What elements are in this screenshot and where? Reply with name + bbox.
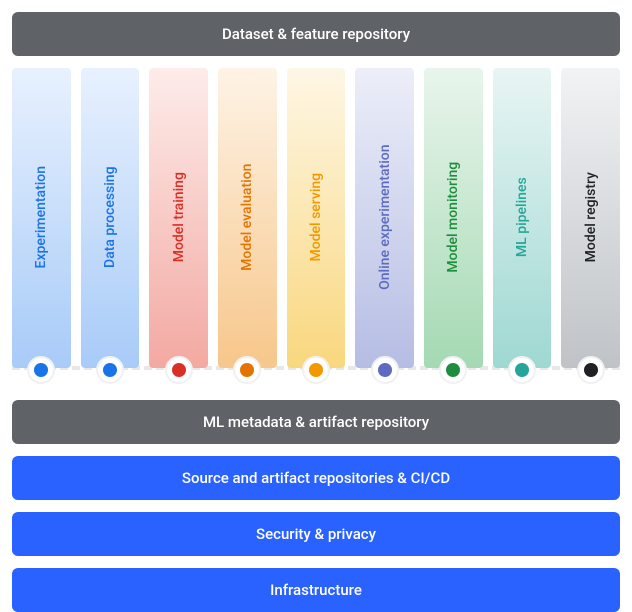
column-dot-wrap-4: [302, 356, 330, 384]
column-dot-wrap-1: [96, 356, 124, 384]
column-dot-4: [309, 363, 323, 377]
columns-section: Experimentation Data processing Model trai…: [12, 68, 620, 368]
column-dot-5: [378, 363, 392, 377]
column-5: Online experimentation: [355, 68, 414, 368]
mid-bar: ML metadata & artifact repository: [12, 400, 620, 444]
column-4: Model serving: [287, 68, 346, 368]
column-dot-wrap-6: [439, 356, 467, 384]
column-8: Model registry: [561, 68, 620, 368]
mid-bar-label: ML metadata & artifact repository: [203, 413, 429, 431]
bottom-bar-2: Infrastructure: [12, 568, 620, 612]
column-label-3: Model evaluation: [239, 164, 255, 271]
column-dot-wrap-2: [165, 356, 193, 384]
column-1: Data processing: [81, 68, 140, 368]
column-dot-wrap-0: [27, 356, 55, 384]
column-label-1: Data processing: [102, 166, 118, 267]
column-label-0: Experimentation: [33, 166, 49, 269]
bottom-bar-1-label: Security & privacy: [256, 525, 376, 543]
columns: Experimentation Data processing Model trai…: [12, 68, 620, 368]
column-label-8: Model registry: [583, 172, 599, 262]
top-bar-label: Dataset & feature repository: [222, 25, 410, 43]
column-label-6: Model monitoring: [445, 162, 461, 273]
column-dot-wrap-5: [371, 356, 399, 384]
column-dot-6: [446, 363, 460, 377]
column-dot-2: [172, 363, 186, 377]
column-label-7: ML pipelines: [514, 177, 530, 257]
bottom-bar-2-label: Infrastructure: [270, 581, 362, 599]
column-2: Model training: [149, 68, 208, 368]
bottom-bar-0-label: Source and artifact repositories & CI/CD: [182, 469, 450, 487]
column-7: ML pipelines: [493, 68, 552, 368]
bottom-bar-1: Security & privacy: [12, 512, 620, 556]
column-label-5: Online experimentation: [377, 144, 393, 289]
column-dot-wrap-7: [508, 356, 536, 384]
column-dot-3: [240, 363, 254, 377]
column-dot-wrap-3: [233, 356, 261, 384]
column-dot-wrap-8: [577, 356, 605, 384]
column-dot-8: [584, 363, 598, 377]
column-dot-0: [34, 363, 48, 377]
column-label-4: Model serving: [308, 173, 324, 262]
column-6: Model monitoring: [424, 68, 483, 368]
bottom-bar-0: Source and artifact repositories & CI/CD: [12, 456, 620, 500]
column-3: Model evaluation: [218, 68, 277, 368]
diagram-container: Dataset & feature repository Experimenta…: [12, 12, 620, 612]
top-bar: Dataset & feature repository: [12, 12, 620, 56]
column-dot-1: [103, 363, 117, 377]
column-dot-7: [515, 363, 529, 377]
column-label-2: Model training: [171, 172, 187, 262]
column-0: Experimentation: [12, 68, 71, 368]
